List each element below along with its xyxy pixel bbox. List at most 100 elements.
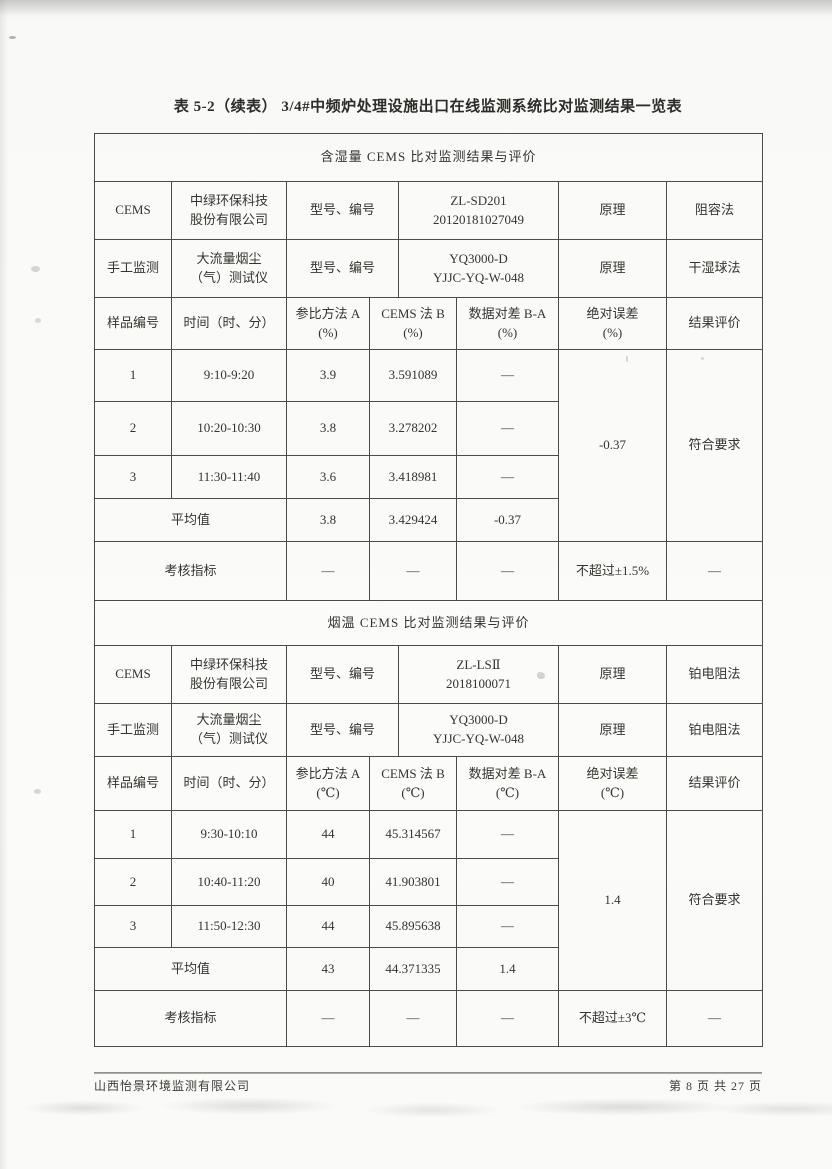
model-value: ZL-SD201 20120181027049 <box>398 181 559 240</box>
col-header-result: 结果评价 <box>665 756 764 811</box>
column-header-row: 样品编号 时间（时、分） 参比方法 A (℃) CEMS 法 B (℃) 数据对… <box>94 756 764 811</box>
sample-no: 3 <box>94 455 172 499</box>
scan-noise-band <box>0 1098 832 1118</box>
principle-value: 铂电阻法 <box>665 645 764 704</box>
assessment-abs-error: 不超过±1.5% <box>558 541 667 601</box>
principle-value: 阻容法 <box>665 181 764 240</box>
average-diff-value: 1.4 <box>456 947 559 991</box>
footer-page-number: 第 8 页 共 27 页 <box>668 1079 762 1093</box>
average-label: 平均值 <box>94 947 287 991</box>
data-row: 3 11:50-12:30 44 45.895638 — <box>94 905 763 948</box>
assessment-result: — <box>665 541 764 601</box>
time-range: 9:10-9:20 <box>171 349 287 402</box>
time-range: 10:40-11:20 <box>171 858 287 906</box>
ref-value: 40 <box>286 858 370 906</box>
col-header-sample: 样品编号 <box>94 297 172 350</box>
section-title: 含湿量 CEMS 比对监测结果与评价 <box>93 133 764 182</box>
equipment-row: 手工监测 大流量烟尘 （气）测试仪 型号、编号 YQ3000-D YJJC-YQ… <box>94 239 764 298</box>
scan-speck <box>9 36 16 39</box>
data-row: 3 11:30-11:40 3.6 3.418981 — <box>94 455 763 499</box>
average-diff-value: -0.37 <box>456 498 559 542</box>
diff-value: — <box>456 810 559 859</box>
time-range: 11:50-12:30 <box>171 905 287 948</box>
system-label: CEMS <box>94 645 172 704</box>
system-label: 手工监测 <box>94 239 172 298</box>
cems-value: 41.903801 <box>369 858 457 906</box>
data-row: 1 9:30-10:10 44 45.314567 — 1.4 符合要求 <box>94 810 764 991</box>
col-header-abs-error: 绝对误差 (%) <box>558 297 667 350</box>
sample-no: 2 <box>94 401 172 456</box>
cems-value: 45.314567 <box>369 810 457 859</box>
time-range: 9:30-10:10 <box>171 810 287 859</box>
system-label: CEMS <box>94 181 172 240</box>
time-range: 11:30-11:40 <box>171 455 287 499</box>
abs-error-value: 1.4 <box>558 810 667 991</box>
assessment-row: 考核指标 — — — 不超过±3℃ — <box>94 990 764 1047</box>
average-ref-value: 3.8 <box>286 498 370 542</box>
diff-value: — <box>456 349 559 402</box>
cems-value: 45.895638 <box>369 905 457 948</box>
assessment-abs-error: 不超过±3℃ <box>558 990 667 1047</box>
scan-speck <box>31 266 40 272</box>
col-header-sample: 样品编号 <box>94 756 172 811</box>
principle-label: 原理 <box>558 181 667 240</box>
model-label: 型号、编号 <box>286 239 399 298</box>
footer-divider <box>94 1072 762 1074</box>
vendor-name: 大流量烟尘 （气）测试仪 <box>171 703 287 757</box>
ref-value: 3.6 <box>286 455 370 499</box>
average-ref-value: 43 <box>286 947 370 991</box>
cems-value: 3.418981 <box>369 455 457 499</box>
assessment-cems: — <box>369 541 457 601</box>
assessment-row: 考核指标 — — — 不超过±1.5% — <box>94 541 764 601</box>
col-header-time: 时间（时、分） <box>171 297 287 350</box>
scan-speck <box>35 318 41 323</box>
ref-value: 3.8 <box>286 401 370 456</box>
sample-no: 3 <box>94 905 172 948</box>
data-row: 1 9:10-9:20 3.9 3.591089 — -0.37 符合要求 <box>94 349 764 542</box>
col-header-ref: 参比方法 A (%) <box>286 297 370 350</box>
sample-no: 1 <box>94 349 172 402</box>
ref-value: 3.9 <box>286 349 370 402</box>
assessment-label: 考核指标 <box>94 541 287 601</box>
col-header-time: 时间（时、分） <box>171 756 287 811</box>
time-range: 10:20-10:30 <box>171 401 287 456</box>
col-header-ref: 参比方法 A (℃) <box>286 756 370 811</box>
footer-company: 山西怡景环境监测有限公司 <box>94 1079 251 1093</box>
principle-label: 原理 <box>558 703 667 757</box>
scan-shadow-top <box>0 0 832 16</box>
sample-no: 1 <box>94 810 172 859</box>
col-header-result: 结果评价 <box>665 297 764 350</box>
section-title-row: 含湿量 CEMS 比对监测结果与评价 <box>93 133 764 182</box>
average-label: 平均值 <box>94 498 287 542</box>
equipment-row: CEMS 中绿环保科技 股份有限公司 型号、编号 ZL-LSⅡ 20181000… <box>94 645 764 704</box>
vendor-name: 大流量烟尘 （气）测试仪 <box>171 239 287 298</box>
column-header-row: 样品编号 时间（时、分） 参比方法 A (%) CEMS 法 B (%) 数据对… <box>94 297 764 350</box>
principle-value: 干湿球法 <box>665 239 764 298</box>
model-label: 型号、编号 <box>286 703 399 757</box>
average-row: 平均值 3.8 3.429424 -0.37 <box>94 498 763 542</box>
page-title: 表 5-2（续表） 3/4#中频炉处理设施出口在线监测系统比对监测结果一览表 <box>173 99 683 115</box>
col-header-cems: CEMS 法 B (%) <box>369 297 457 350</box>
model-label: 型号、编号 <box>286 181 399 240</box>
average-row: 平均值 43 44.371335 1.4 <box>94 947 763 991</box>
col-header-abs-error: 绝对误差 (℃) <box>558 756 667 811</box>
assessment-diff: — <box>456 541 559 601</box>
vendor-name: 中绿环保科技 股份有限公司 <box>171 645 287 704</box>
system-label: 手工监测 <box>94 703 172 757</box>
assessment-ref: — <box>286 990 370 1047</box>
assessment-diff: — <box>456 990 559 1047</box>
sample-no: 2 <box>94 858 172 906</box>
cems-value: 3.591089 <box>369 349 457 402</box>
col-header-diff: 数据对差 B-A (%) <box>456 297 559 350</box>
section-title: 烟温 CEMS 比对监测结果与评价 <box>93 600 764 646</box>
result-value: 符合要求 <box>665 810 764 991</box>
principle-label: 原理 <box>558 239 667 298</box>
scan-shadow-left <box>0 0 8 1169</box>
model-value: ZL-LSⅡ 2018100071 <box>398 645 559 704</box>
ref-value: 44 <box>286 905 370 948</box>
diff-value: — <box>456 905 559 948</box>
col-header-diff: 数据对差 B-A (℃) <box>456 756 559 811</box>
principle-value: 铂电阻法 <box>665 703 764 757</box>
comparison-table: 含湿量 CEMS 比对监测结果与评价 CEMS 中绿环保科技 股份有限公司 型号… <box>93 133 764 1047</box>
